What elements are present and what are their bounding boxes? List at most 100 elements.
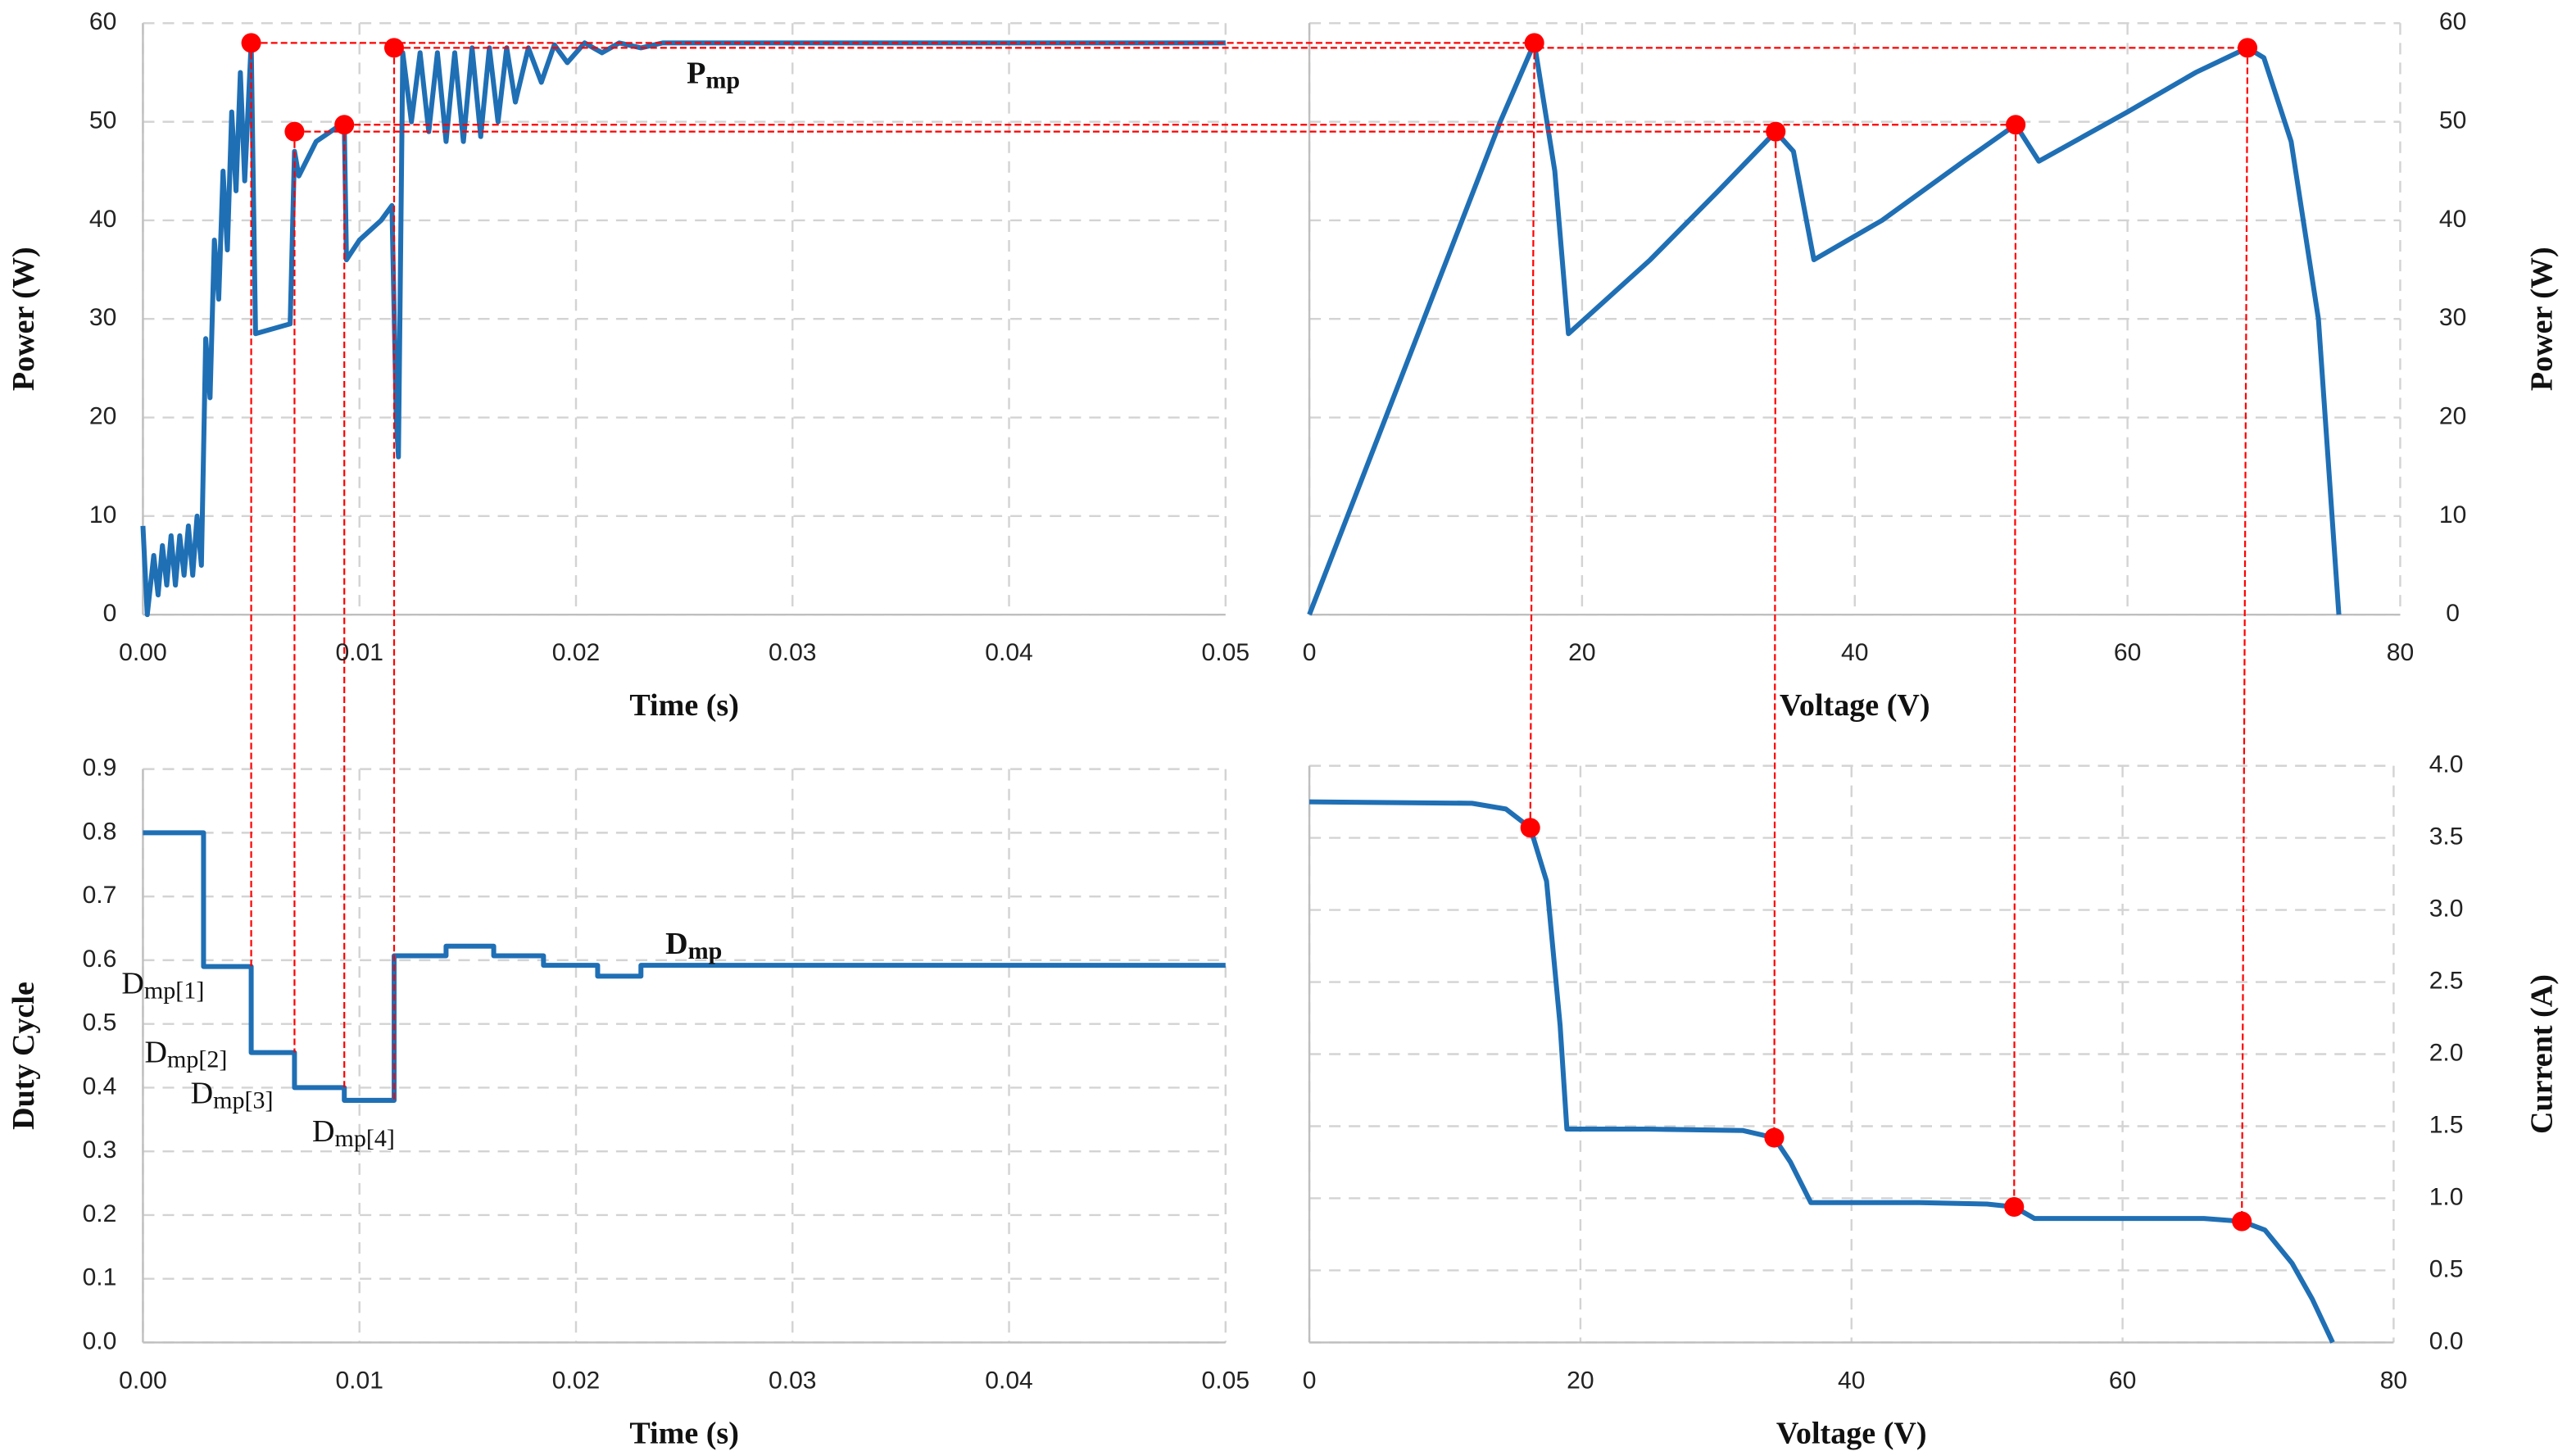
mpp-marker [2238, 38, 2258, 58]
y-tick-label: 0.9 [83, 755, 117, 782]
x-tick-label: 0.01 [335, 1367, 383, 1394]
x-tick-label: 0 [1303, 639, 1317, 666]
x-tick-label: 0.02 [552, 639, 601, 666]
y-tick-label: 30 [89, 304, 116, 331]
annotation-sub: mp [705, 66, 740, 93]
y-tick-label: 2.5 [2429, 967, 2464, 994]
x-tick-label: 0.00 [119, 1367, 167, 1394]
connector [2013, 125, 2017, 1208]
data-line [1307, 40, 2342, 616]
y-tick-label: 0.2 [83, 1200, 117, 1227]
y-axis-title: Current (A) [2525, 974, 2560, 1134]
mpp-marker [2004, 1196, 2025, 1218]
y-tick-label: 0.5 [83, 1009, 117, 1036]
x-tick-label: 80 [2387, 639, 2414, 666]
annotation-sub: mp[2] [167, 1045, 227, 1073]
mpp-marker [284, 121, 305, 142]
mpp-marker [2006, 115, 2026, 135]
annotation: Pmp [687, 56, 740, 93]
annotation-main: P [687, 56, 705, 90]
point-layer [241, 33, 2258, 1231]
y-tick-label: 2.0 [2429, 1039, 2464, 1066]
mpp-marker [1520, 818, 1540, 838]
annotation-sub: mp[4] [334, 1124, 394, 1152]
y-tick-label: 50 [2439, 107, 2466, 134]
annotation: Dmp [665, 927, 722, 964]
x-tick-label: 40 [1841, 639, 1868, 666]
y-tick-label: 4.0 [2429, 751, 2464, 778]
connector-layer [250, 42, 2249, 1222]
x-tick-label: 60 [2114, 639, 2141, 666]
y-axis-title: Power (W) [7, 247, 41, 391]
y-tick-label: 40 [89, 206, 116, 233]
y-axis-title: Power (W) [2525, 247, 2560, 391]
x-tick-label: 0.04 [985, 639, 1033, 666]
mpp-marker [1764, 1127, 1785, 1148]
y-tick-label: 0 [2446, 600, 2460, 627]
annotation-sub: mp[1] [144, 976, 204, 1004]
y-tick-label: 60 [2439, 8, 2466, 35]
annotation-sub: mp[3] [213, 1086, 273, 1114]
annotation-main: D [665, 927, 688, 961]
mpp-marker [383, 38, 405, 58]
annotation: Dmp[3] [191, 1076, 274, 1114]
y-tick-label: 0.6 [83, 946, 117, 973]
annotation-main: D [144, 1035, 167, 1069]
grid-layer [142, 22, 2401, 1344]
y-tick-label: 3.5 [2429, 823, 2464, 850]
mpp-marker [1524, 33, 1544, 53]
x-tick-label: 0.00 [119, 639, 167, 666]
data-line [140, 40, 1226, 618]
x-tick-label: 0.03 [769, 1367, 817, 1394]
y-tick-label: 1.0 [2429, 1183, 2464, 1210]
x-tick-label: 0.02 [552, 1367, 601, 1394]
x-tick-label: 0.04 [985, 1367, 1033, 1394]
y-tick-label: 30 [2439, 304, 2466, 331]
x-tick-label: 60 [2109, 1367, 2136, 1394]
y-tick-label: 0.1 [83, 1264, 117, 1291]
x-axis-title: Time (s) [629, 1416, 739, 1450]
y-tick-label: 3.0 [2429, 896, 2464, 923]
y-tick-label: 0.3 [83, 1136, 117, 1163]
connector [1773, 131, 1777, 1138]
y-tick-label: 40 [2439, 206, 2466, 233]
y-axis-title: Duty Cycle [7, 982, 41, 1130]
y-tick-label: 0.7 [83, 882, 117, 909]
data-line [1309, 799, 2335, 1344]
x-tick-label: 20 [1568, 639, 1595, 666]
mpp-marker [1766, 121, 1786, 142]
line-layer [140, 40, 2342, 1344]
y-tick-label: 1.5 [2429, 1111, 2464, 1138]
annotation: Dmp[4] [312, 1114, 395, 1151]
x-tick-label: 40 [1838, 1367, 1865, 1394]
y-tick-label: 10 [89, 501, 116, 528]
x-tick-label: 0 [1303, 1367, 1317, 1394]
y-tick-label: 0.0 [2429, 1327, 2464, 1354]
y-tick-label: 20 [2439, 402, 2466, 429]
mpp-marker [334, 115, 355, 135]
y-tick-label: 0.4 [83, 1073, 117, 1100]
y-tick-label: 60 [89, 8, 116, 35]
y-tick-label: 10 [2439, 501, 2466, 528]
annotation-main: D [312, 1114, 335, 1148]
x-axis-title: Voltage (V) [1780, 688, 1930, 723]
x-tick-label: 0.01 [335, 639, 383, 666]
x-tick-label: 0.03 [769, 639, 817, 666]
annotation-main: D [191, 1076, 214, 1110]
connector [2241, 48, 2249, 1222]
x-tick-label: 0.05 [1202, 639, 1250, 666]
y-tick-label: 20 [89, 402, 116, 429]
x-tick-label: 20 [1567, 1367, 1594, 1394]
connector [1529, 43, 1535, 828]
y-tick-label: 0.8 [83, 818, 117, 845]
annotation: Dmp[1] [121, 966, 204, 1004]
x-tick-label: 80 [2380, 1367, 2407, 1394]
annotation-sub: mp [688, 937, 723, 964]
mpp-marker [241, 33, 261, 53]
y-tick-label: 0.5 [2429, 1255, 2464, 1282]
x-tick-label: 0.05 [1202, 1367, 1250, 1394]
annotation: Dmp[2] [144, 1035, 227, 1073]
data-line [143, 830, 1226, 1103]
